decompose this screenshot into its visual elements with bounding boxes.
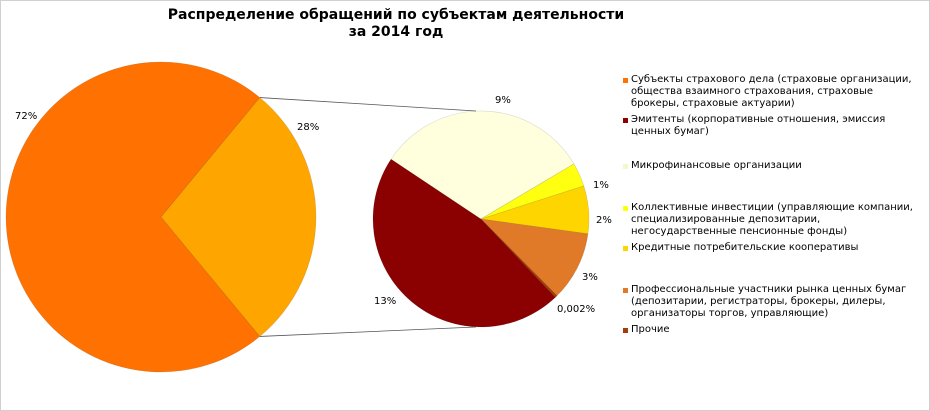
legend-item: Коллективные инвестиции (управляющие ком… [623, 202, 923, 238]
secondary-slice-0 [372, 158, 556, 328]
secondary-slice-1 [390, 110, 575, 220]
secondary-slice-3 [480, 185, 590, 235]
legend-swatch [623, 118, 628, 123]
primary-slice-1 [160, 97, 317, 337]
legend-text: Эмитенты (корпоративные отношения, эмисс… [631, 114, 886, 137]
legend-swatch [623, 164, 628, 169]
legend-swatch [623, 78, 628, 83]
legend-text: Коллективные инвестиции (управляющие ком… [631, 202, 913, 237]
connector-line-top [259, 97, 477, 112]
secondary-slice-2 [480, 163, 585, 220]
legend-item: Микрофинансовые организации [623, 160, 923, 172]
legend: Субъекты страхового дела (страховые орга… [623, 74, 923, 336]
secondary-label-3: 2% [596, 215, 612, 226]
legend-text: Кредитные потребительские кооперативы [631, 242, 859, 253]
primary-label-1: 28% [297, 122, 320, 133]
legend-item: Эмитенты (корпоративные отношения, эмисс… [623, 114, 923, 138]
secondary-slice-5 [480, 218, 558, 298]
legend-swatch [623, 246, 628, 251]
secondary-label-2: 1% [593, 180, 609, 191]
title-line-2: за 2014 год [348, 24, 444, 40]
secondary-label-4: 3% [582, 272, 598, 283]
legend-swatch [623, 328, 628, 333]
legend-text: Профессиональные участники рынка ценных … [631, 284, 907, 319]
legend-item: Профессиональные участники рынка ценных … [623, 284, 923, 320]
legend-swatch [623, 288, 628, 293]
legend-text: Субъекты страхового дела (страховые орга… [631, 74, 912, 109]
connector-line-bottom [259, 326, 477, 337]
legend-item: Прочие [623, 324, 923, 336]
legend-item: Субъекты страхового дела (страховые орга… [623, 74, 923, 110]
primary-label-0: 72% [15, 111, 38, 122]
legend-item: Кредитные потребительские кооперативы [623, 242, 923, 254]
primary-slice-0 [5, 61, 261, 373]
legend-swatch [623, 206, 628, 211]
secondary-label-0: 13% [374, 296, 397, 307]
title-line-1: Распределение обращений по субъектам дея… [167, 7, 625, 23]
legend-text: Прочие [631, 324, 670, 335]
secondary-label-5: 0,002% [557, 304, 596, 315]
chart-title: Распределение обращений по субъектам дея… [1, 7, 929, 41]
secondary-label-1: 9% [495, 95, 511, 106]
legend-text: Микрофинансовые организации [631, 160, 802, 171]
